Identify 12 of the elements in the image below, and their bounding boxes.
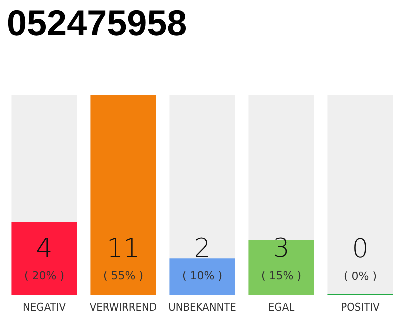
x-tick-label: UNBEKANNTE <box>168 301 236 314</box>
bar <box>170 258 236 295</box>
data-label: 0 ( 0% ) <box>344 234 378 283</box>
data-label: 4 ( 20% ) <box>24 234 65 282</box>
data-label: 11 ( 55% ) <box>103 234 144 282</box>
x-tick-label: POSITIV <box>341 301 380 314</box>
chart-title: 052475958 <box>7 2 188 44</box>
x-tick-label: NEGATIV <box>23 301 66 314</box>
data-label: 3 ( 15% ) <box>261 234 302 282</box>
data-label: 2 ( 10% ) <box>182 234 223 282</box>
x-tick-label: VERWIRREND <box>90 301 158 314</box>
x-tick-label: EGAL <box>268 301 296 314</box>
